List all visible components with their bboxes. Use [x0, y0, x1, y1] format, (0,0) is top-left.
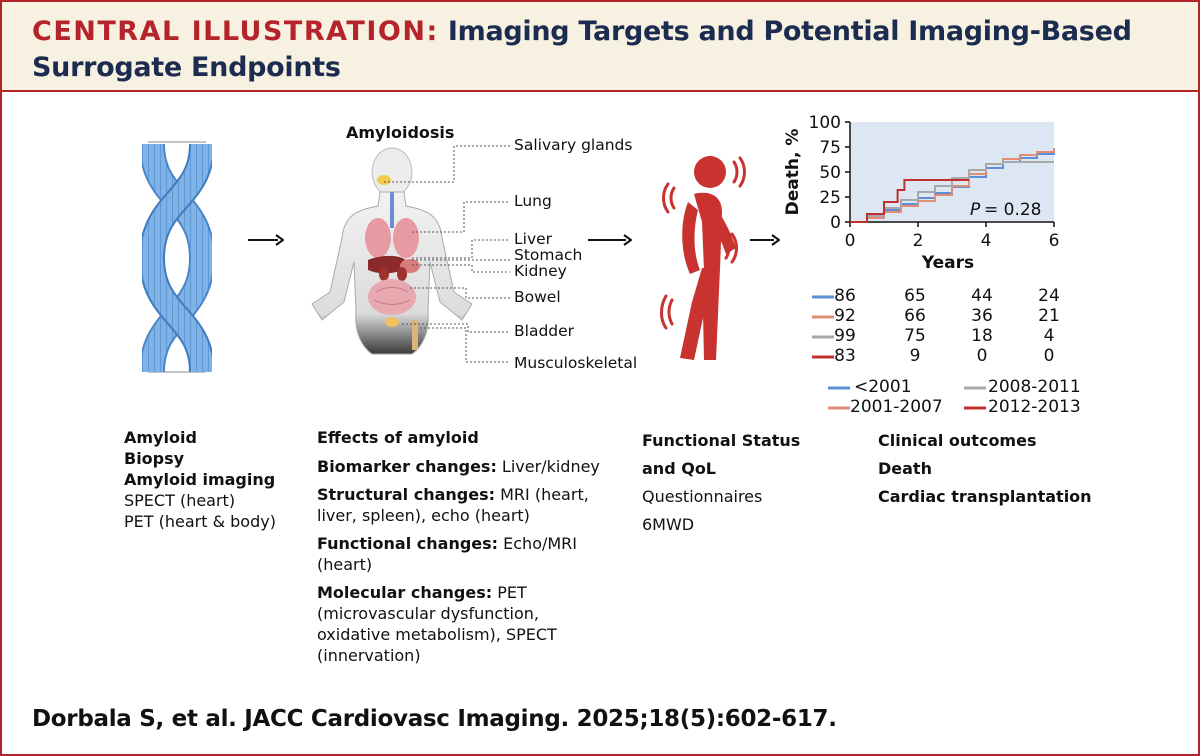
effect-item: Functional changes: Echo/MRI (heart) — [317, 533, 600, 575]
effect-item: Biomarker changes: Liver/kidney — [317, 456, 600, 477]
column-effects: Effects of amyloid Biomarker changes: Li… — [317, 427, 600, 673]
organ-label-bladder: Bladder — [514, 322, 575, 340]
effect-detail-cont: (innervation) — [317, 646, 421, 665]
risk-cell: 99 — [834, 326, 856, 346]
effect-detail: Echo/MRI — [498, 534, 578, 553]
organ-label-lung: Lung — [514, 192, 552, 210]
organ-label-kidney: Kidney — [514, 262, 567, 280]
col3-item: Questionnaires — [642, 487, 763, 506]
organ-label-salivary: Salivary glands — [514, 136, 633, 154]
effect-label: Biomarker changes: — [317, 457, 497, 476]
risk-row-swatch — [812, 355, 834, 359]
person-in-pain-icon — [660, 156, 746, 360]
x-tick-label: 4 — [981, 231, 992, 251]
risk-cell: 4 — [1043, 326, 1055, 346]
col1-line: PET (heart & body) — [124, 512, 276, 531]
risk-cell: 75 — [904, 326, 926, 346]
legend-label-2012-2013: 2012-2013 — [988, 397, 1081, 417]
x-tick-label: 2 — [913, 231, 924, 251]
column-clinical-outcomes: Clinical outcomes Death Cardiac transpla… — [878, 427, 1092, 511]
col2-title: Effects of amyloid — [317, 428, 479, 447]
x-tick-label: 0 — [845, 231, 856, 251]
effect-label: Functional changes: — [317, 534, 499, 553]
effect-detail-cont: (heart) — [317, 555, 373, 574]
organ-label-musculoskeletal: Musculoskeletal — [514, 354, 638, 372]
col1-bold-line: Amyloid imaging — [124, 470, 276, 489]
legend-label-2008-2011: 2008-2011 — [988, 377, 1081, 397]
risk-cell: 66 — [904, 306, 926, 326]
risk-cell: 44 — [971, 286, 993, 306]
page-title: CENTRAL ILLUSTRATION: Imaging Targets an… — [32, 16, 1132, 47]
effect-detail: Liver/kidney — [496, 457, 600, 476]
col1-bold-line: Amyloid — [124, 428, 197, 447]
risk-cell: 65 — [904, 286, 926, 306]
effect-label: Molecular changes: — [317, 583, 493, 602]
risk-cell: 86 — [834, 286, 856, 306]
y-tick-label: 25 — [819, 188, 841, 208]
survival-chart: 0 25 50 75 100 0 2 4 6 P = 0.28 Years Death, % — [783, 113, 1060, 270]
central-illustration-label: CENTRAL ILLUSTRATION: — [32, 16, 439, 47]
title-line-2: Surrogate Endpoints — [32, 52, 341, 83]
column-functional-status: Functional Status and QoL Questionnaires… — [642, 427, 800, 539]
y-tick-label: 75 — [819, 138, 841, 158]
citation: Dorbala S, et al. JACC Cardiovasc Imagin… — [32, 706, 837, 732]
effect-detail: MRI (heart, — [495, 485, 589, 504]
organ-label-stomach: Stomach — [514, 246, 583, 264]
col3-title-line2: and QoL — [642, 459, 716, 478]
risk-row-swatch — [812, 295, 834, 299]
effect-detail-cont: (microvascular dysfunction, — [317, 604, 539, 623]
col4-title: Clinical outcomes — [878, 431, 1037, 450]
effect-item: Molecular changes: PET (microvascular dys… — [317, 582, 600, 666]
risk-cell: 18 — [971, 326, 993, 346]
risk-cell: 9 — [909, 346, 921, 366]
legend-label-2001-2007: 2001-2007 — [850, 397, 943, 417]
legend-label-lt2001: <2001 — [854, 377, 912, 397]
x-tick-label: 6 — [1049, 231, 1060, 251]
effect-detail: PET — [492, 583, 527, 602]
y-tick-label: 0 — [830, 213, 841, 233]
organ-label-bowel: Bowel — [514, 288, 561, 306]
right-arrow-icon — [588, 234, 632, 246]
risk-cell: 0 — [976, 346, 988, 366]
effect-item: Structural changes: MRI (heart, liver, sp… — [317, 484, 600, 526]
title-line-1: Imaging Targets and Potential Imaging-Ba… — [447, 16, 1132, 47]
y-tick-label: 100 — [809, 113, 841, 133]
legend-swatches-right — [964, 386, 986, 410]
risk-cell: 92 — [834, 306, 856, 326]
y-tick-label: 50 — [819, 163, 841, 183]
right-arrow-icon — [248, 234, 284, 246]
risk-cell: 0 — [1043, 346, 1055, 366]
risk-cell: 83 — [834, 346, 856, 366]
col1-bold-line: Biopsy — [124, 449, 185, 468]
series-line — [850, 179, 969, 223]
col4-item: Death — [878, 459, 932, 478]
risk-row-swatch — [812, 335, 834, 339]
column-amyloid: Amyloid Biopsy Amyloid imaging SPECT (he… — [124, 427, 276, 532]
risk-cell: 36 — [971, 306, 993, 326]
legend-swatches-left — [828, 386, 850, 410]
x-axis-label: Years — [921, 253, 974, 270]
y-axis-label: Death, % — [783, 129, 803, 216]
right-arrow-icon — [750, 234, 780, 246]
effect-label: Structural changes: — [317, 485, 496, 504]
diagram-title: Amyloidosis — [346, 123, 455, 142]
organ-leader-lines — [384, 145, 510, 363]
p-value-text: = 0.28 — [984, 200, 1042, 220]
amyloid-fibril-icon — [142, 141, 212, 373]
effect-detail-cont: liver, spleen), echo (heart) — [317, 506, 530, 525]
effect-detail-cont: oxidative metabolism), SPECT — [317, 625, 557, 644]
risk-cell: 21 — [1038, 306, 1060, 326]
col3-item: 6MWD — [642, 515, 695, 534]
risk-row-swatch — [812, 315, 834, 319]
organ-label-liver: Liver — [514, 230, 553, 248]
col1-line: SPECT (heart) — [124, 491, 236, 510]
header-banner: CENTRAL ILLUSTRATION: Imaging Targets an… — [2, 2, 1198, 92]
col3-title-line1: Functional Status — [642, 431, 801, 450]
risk-cell: 24 — [1038, 286, 1060, 306]
p-value-letter: P — [970, 200, 981, 220]
col4-item: Cardiac transplantation — [878, 487, 1092, 506]
